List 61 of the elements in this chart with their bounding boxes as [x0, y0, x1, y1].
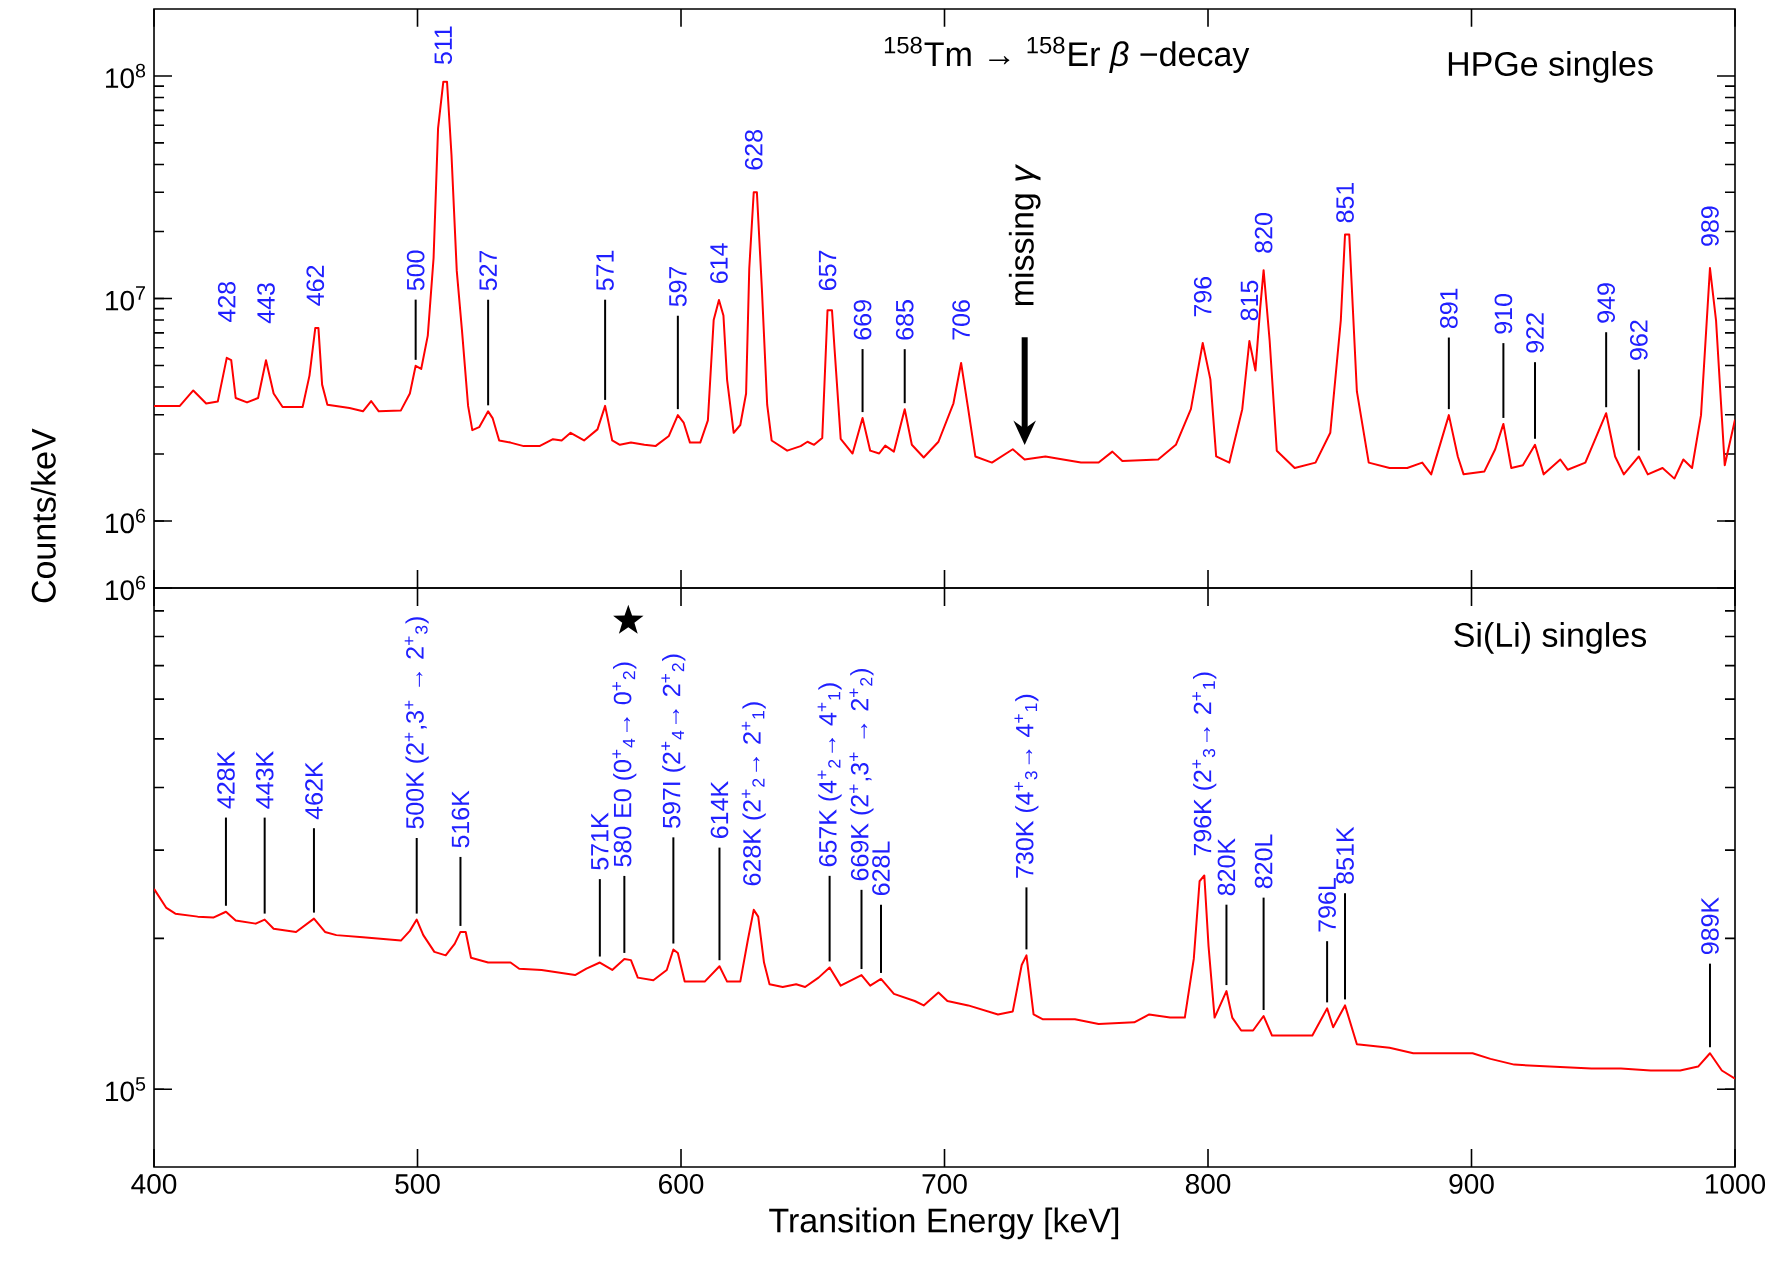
x-tick-label: 500	[395, 1174, 440, 1194]
annotation: 614K	[710, 781, 729, 838]
annotation: 910	[1494, 294, 1513, 334]
annotation: 571K	[591, 812, 609, 870]
y-tick-label: 10$^{7}$	[106, 286, 145, 311]
annotation: 796L	[1318, 878, 1336, 932]
annotation: 669	[853, 300, 872, 340]
x-tick-label: 700	[922, 1174, 967, 1194]
text: HPGe singles	[1448, 51, 1653, 83]
annotation: missing γ	[1008, 164, 1041, 306]
annotation: 628	[744, 130, 763, 170]
annotation: 443K	[255, 751, 274, 809]
annotation: 516K	[451, 790, 470, 848]
annotation: 891	[1440, 288, 1458, 329]
x-tick-label: 1000	[1705, 1174, 1766, 1194]
x-tick-label: 800	[1185, 1174, 1231, 1194]
y-tick-label: 10$^{6}$	[106, 575, 146, 601]
annotation: 597I (2$^{+}$$_{4}$→ 2$^{+}$$_{2}$)	[661, 654, 686, 828]
annotation: 730K (4$^{+}$$_{3}$→ 4$^{+}$$_{1}$)	[1014, 694, 1039, 878]
x-axis-title: Transition Energy [keV]	[769, 1207, 1119, 1240]
annotation: 851	[1336, 182, 1354, 223]
y-tick-label: 10$^{6}$	[106, 508, 146, 534]
annotation: 428	[217, 282, 236, 323]
x-tick-label: 400	[131, 1174, 177, 1194]
annotation: 657K (4$^{+}$$_{2}$→ 4$^{+}$$_{1}$)	[817, 683, 842, 867]
annotation: 706	[952, 300, 970, 340]
annotation: 580 E0 (0$^{+}$$_{4}$→ 0$^{+}$$_{2}$)	[612, 662, 637, 867]
annotation: 628K (2$^{+}$$_{2}$→ 2$^{+}$$_{1}$)	[741, 702, 766, 886]
text: Si(Li) singles	[1454, 622, 1647, 654]
y-tick-label: 10$^{5}$	[106, 1077, 146, 1102]
annotation: 628L	[872, 841, 890, 896]
annotation: 851K	[1336, 826, 1354, 884]
annotation: 597	[669, 266, 687, 307]
y-axis-title: Counts/keV	[30, 428, 56, 603]
annotation: 462K	[305, 761, 323, 820]
annotation: 820K	[1217, 838, 1236, 896]
annotation: 922	[1526, 313, 1544, 353]
annotation: 443	[257, 283, 275, 324]
annotation: 989K	[1701, 897, 1719, 955]
annotation: 500	[406, 250, 425, 291]
y-tick-label: 10$^{8}$	[106, 63, 146, 89]
annotation: 614	[710, 243, 728, 283]
annotation: 796K (2$^{+}$$_{3}$→ 2$^{+}$$_{1}$)	[1192, 672, 1217, 856]
annotation: 571	[596, 250, 614, 291]
annotation: 462	[306, 265, 325, 306]
annotation: 949	[1597, 283, 1616, 323]
x-tick-label: 900	[1449, 1174, 1494, 1194]
annotation: 527	[479, 250, 497, 291]
annotation: 815	[1240, 280, 1259, 321]
annotation: 796	[1193, 276, 1212, 317]
annotation: 511	[434, 26, 453, 65]
annotation: 962	[1629, 320, 1648, 360]
annotation: 500K (2$^{+}$,3$^{+}$ → 2$^{+}$$_{3}$)	[404, 617, 429, 829]
annotation: 428K	[217, 751, 235, 809]
x-tick-label: 600	[659, 1174, 704, 1194]
text: $^{158}$Tm → $^{158}$Er β −decay	[884, 36, 1250, 73]
annotation: 657	[818, 250, 837, 291]
annotation: 685	[895, 300, 914, 340]
annotation: 989	[1701, 206, 1719, 246]
annotation: 820	[1254, 213, 1273, 253]
annotation: 820L	[1254, 834, 1273, 889]
